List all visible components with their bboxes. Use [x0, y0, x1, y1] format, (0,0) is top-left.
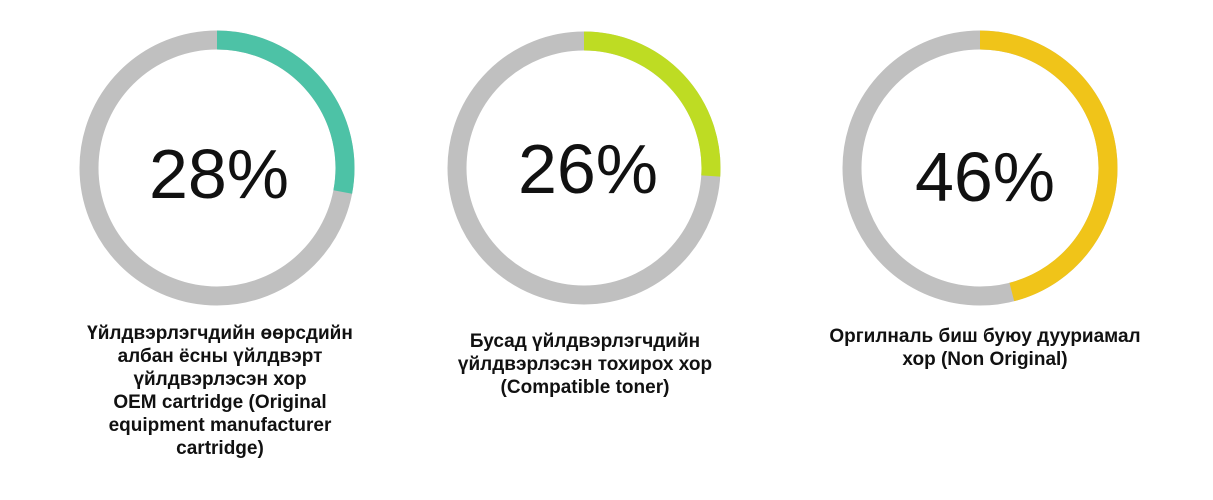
- donut-arc-0: [216, 30, 355, 194]
- donut-caption-2: Оргилналь биш буюу дууриамал хор (Non Or…: [805, 325, 1165, 371]
- caption-line: үйлдвэрлэсэн тохирох хор: [457, 354, 713, 375]
- donut-value-label-2: 46%: [915, 138, 1055, 216]
- caption-line: Бусад үйлдвэрлэгчдийн: [469, 331, 701, 352]
- donut-caption-1: Бусад үйлдвэрлэгчдийн үйлдвэрлэсэн тохир…: [405, 330, 765, 399]
- caption-line: хор (Non Original): [902, 349, 1068, 370]
- caption-line: үйлдвэрлэсэн хор: [133, 369, 307, 390]
- donut-arc-1: [583, 31, 721, 177]
- donut-arc-2: [979, 30, 1118, 302]
- donut-caption-0: Үйлдвэрлэгчдийн өөрсдийн албан ёсны үйлд…: [40, 322, 400, 460]
- donut-value-label-0: 28%: [149, 135, 289, 213]
- caption-line: Үйлдвэрлэгчдийн өөрсдийн: [87, 323, 353, 344]
- caption-line: cartridge): [176, 438, 264, 459]
- caption-line: Оргилналь биш буюу дууриамал: [829, 326, 1141, 347]
- donut-chart-0: 28%: [79, 30, 355, 306]
- donut-chart-1: 26%: [447, 31, 721, 305]
- caption-line: (Compatible toner): [500, 377, 670, 398]
- caption-line: equipment manufacturer: [108, 415, 332, 436]
- donut-chart-2: 46%: [842, 30, 1118, 306]
- caption-line: албан ёсны үйлдвэрт: [117, 346, 323, 367]
- caption-line: OEM cartridge (Original: [113, 392, 327, 413]
- donut-value-label-1: 26%: [518, 130, 658, 208]
